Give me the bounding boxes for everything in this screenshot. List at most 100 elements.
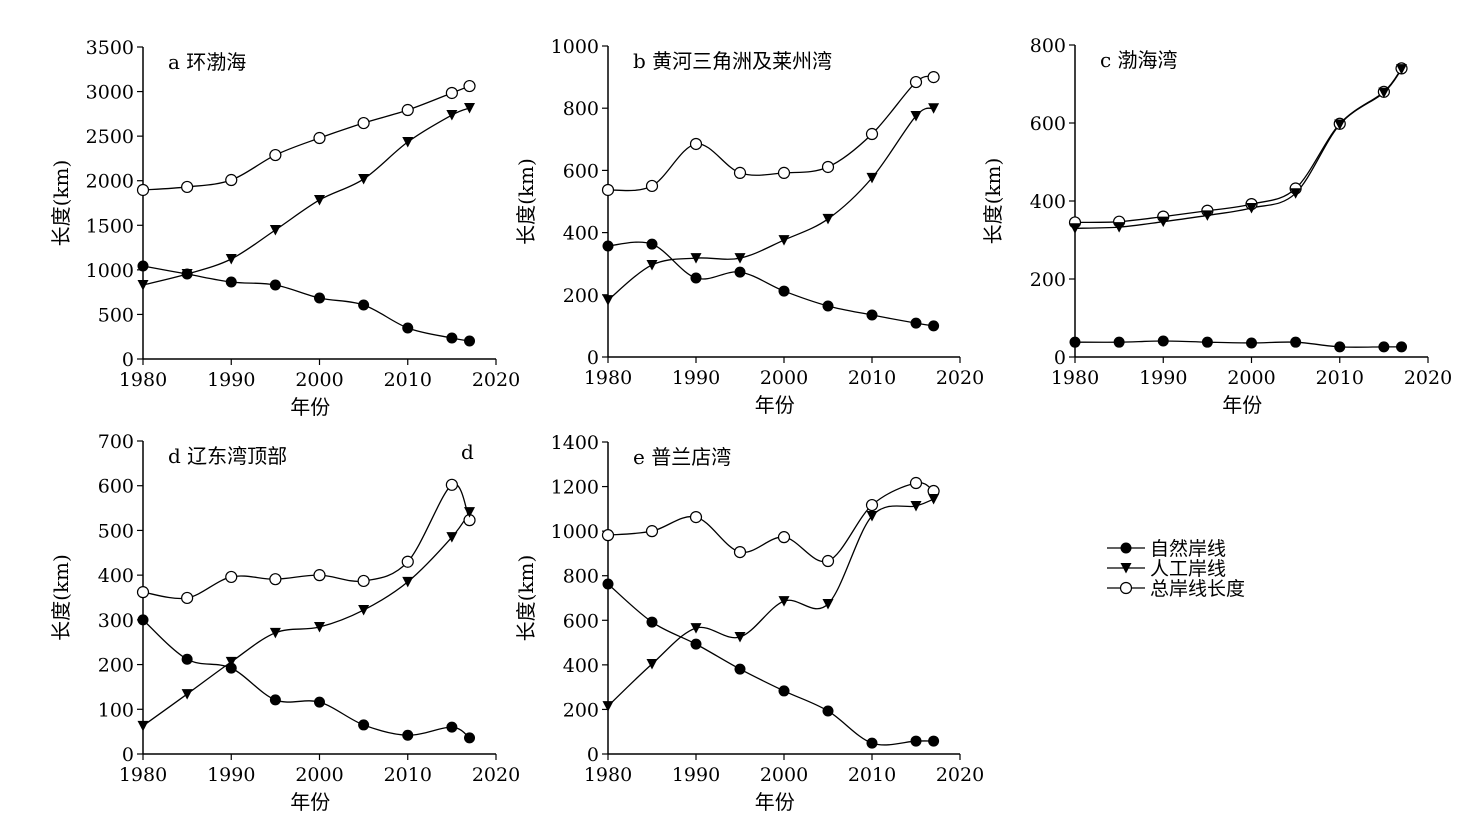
data-point-total: [821, 554, 835, 568]
data-point-natural: [778, 685, 790, 697]
x-tick-label: 2020: [936, 367, 984, 389]
data-point-total: [357, 116, 370, 130]
data-point-natural: [822, 705, 834, 717]
legend-label-total: 总岸线长度: [1150, 578, 1245, 600]
y-tick-label: 400: [98, 565, 134, 587]
y-tick-label: 200: [563, 285, 599, 307]
x-tick-label: 1990: [207, 764, 255, 786]
series-line-total: [1074, 68, 1403, 224]
legend-label-artificial: 人工岸线: [1150, 558, 1226, 580]
data-point-natural: [137, 260, 149, 272]
data-point-total: [601, 183, 615, 197]
data-point-total: [689, 137, 703, 151]
data-point-natural: [1201, 336, 1213, 348]
series-line-artificial: [142, 107, 470, 286]
data-point-natural: [1290, 336, 1302, 348]
x-tick-label: 1980: [1051, 367, 1099, 389]
data-point-artificial: [137, 720, 149, 732]
data-point-total: [865, 127, 879, 141]
x-tick-label: 2020: [472, 764, 520, 786]
data-point-natural: [314, 292, 325, 304]
data-point-artificial: [690, 623, 702, 634]
data-point-artificial: [464, 507, 476, 518]
data-point-artificial: [1157, 216, 1169, 228]
series-line-artificial: [607, 107, 934, 301]
series-line-natural: [607, 241, 934, 327]
data-point-artificial: [928, 103, 940, 114]
data-point-natural: [1246, 337, 1257, 349]
y-tick-label: 3500: [86, 37, 134, 59]
data-point-total: [357, 574, 370, 588]
data-point-artificial: [358, 174, 370, 185]
y-tick-label: 800: [1030, 35, 1066, 57]
subplot-title: a 环渤海: [168, 50, 246, 74]
data-point-natural: [269, 694, 281, 706]
y-axis-label: 长度(km): [49, 160, 73, 247]
data-point-artificial: [269, 627, 281, 639]
data-point-artificial: [734, 253, 746, 264]
y-tick-label: 600: [1030, 113, 1066, 135]
data-point-natural: [778, 285, 790, 297]
y-axis-label: 长度(km): [514, 158, 538, 245]
data-point-natural: [314, 696, 325, 708]
data-point-artificial: [1113, 222, 1125, 233]
data-point-artificial: [690, 253, 702, 264]
data-point-natural: [1113, 336, 1125, 348]
x-tick-label: 2020: [472, 369, 520, 391]
data-point-total: [777, 531, 791, 544]
x-tick-label: 1990: [1139, 367, 1187, 389]
data-point-artificial: [225, 656, 237, 668]
data-point-natural: [1378, 341, 1390, 353]
x-tick-label: 2010: [384, 369, 432, 391]
x-axis-label: 年份: [1222, 393, 1262, 417]
series-line-natural: [607, 583, 934, 746]
data-point-total: [401, 103, 414, 117]
y-tick-label: 200: [98, 655, 134, 677]
data-point-artificial: [1246, 203, 1257, 214]
data-point-natural: [910, 735, 922, 747]
data-point-natural: [822, 300, 834, 312]
x-tick-label: 2000: [1227, 367, 1275, 389]
subplot-c: 0 200 400 600 800 1980 1990 2000 2010 2020 年份 长度(km…: [981, 35, 1452, 417]
data-point-natural: [181, 653, 193, 665]
data-point-artificial: [269, 225, 281, 236]
data-point-natural: [1396, 341, 1408, 353]
series-line-natural: [142, 619, 470, 739]
data-point-artificial: [314, 622, 325, 633]
y-tick-label: 800: [563, 98, 599, 120]
data-point-artificial: [402, 576, 414, 588]
y-tick-label: 200: [1030, 269, 1066, 291]
y-axis-label: 长度(km): [49, 554, 73, 641]
data-point-artificial: [1334, 119, 1346, 131]
y-tick-label: 0: [122, 744, 134, 766]
data-point-natural: [928, 735, 940, 747]
y-tick-label: 0: [1054, 347, 1066, 369]
legend-marker-natural: [1120, 542, 1132, 554]
x-tick-label: 2010: [1316, 367, 1364, 389]
data-point-total: [445, 86, 458, 100]
data-point-natural: [446, 721, 458, 733]
y-tick-label: 1000: [86, 260, 134, 282]
data-point-natural: [464, 732, 476, 744]
y-tick-label: 300: [98, 610, 134, 632]
data-point-artificial: [1201, 210, 1213, 221]
y-tick-label: 1500: [86, 215, 134, 237]
series-line-total: [607, 75, 934, 192]
y-tick-label: 2500: [86, 126, 134, 148]
series-line-total: [142, 85, 470, 191]
data-point-total: [225, 570, 238, 584]
data-point-artificial: [1069, 223, 1081, 234]
x-tick-label: 1990: [672, 367, 720, 389]
data-point-total: [927, 70, 940, 84]
series-line-natural: [142, 265, 470, 342]
y-tick-label: 400: [563, 655, 599, 677]
y-tick-label: 700: [98, 431, 134, 453]
subplot-a: 0 500 1000 1500 2000 2500 3000 3500 1980 1990 2000…: [49, 37, 520, 419]
data-point-natural: [464, 335, 476, 347]
y-tick-label: 400: [1030, 191, 1066, 213]
series-line-artificial: [142, 511, 471, 727]
x-axis-label: 年份: [755, 790, 795, 814]
data-point-natural: [646, 238, 658, 250]
data-point-artificial: [225, 253, 237, 265]
data-point-natural: [1069, 336, 1081, 348]
